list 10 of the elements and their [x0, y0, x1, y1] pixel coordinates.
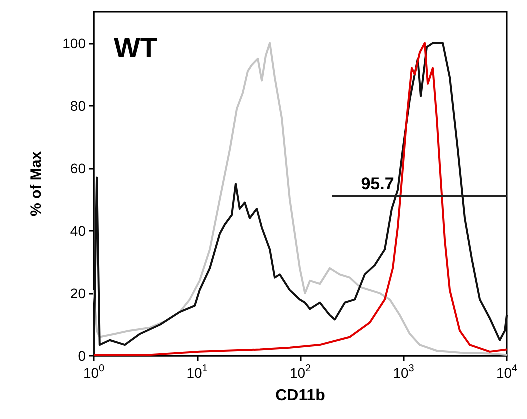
- y-tick-label: 0: [78, 348, 86, 364]
- y-tick-label: 20: [70, 285, 86, 302]
- x-axis-title: CD11b: [276, 388, 326, 404]
- y-tick-label: 40: [70, 222, 86, 239]
- annotation: WT: [114, 32, 158, 64]
- y-tick-label: 60: [70, 160, 86, 176]
- y-tick-label: 80: [70, 98, 86, 114]
- y-axis-title: % of Max: [28, 150, 45, 217]
- y-tick-label: 100: [62, 35, 86, 52]
- annotation: 95.7: [361, 174, 394, 194]
